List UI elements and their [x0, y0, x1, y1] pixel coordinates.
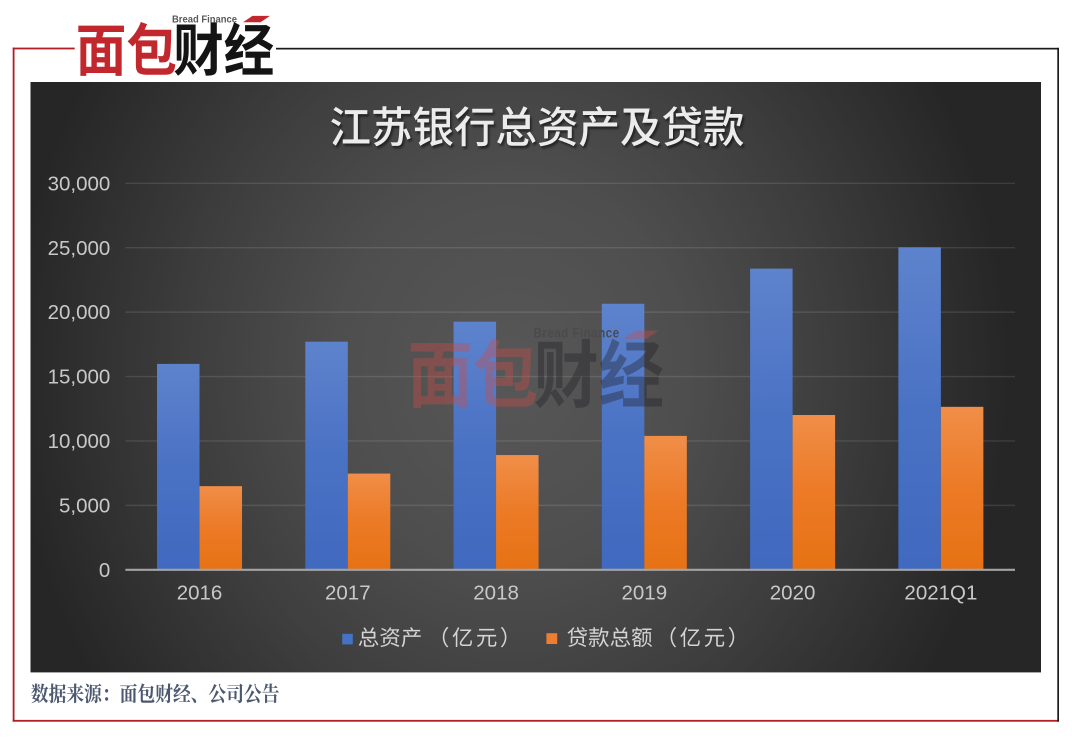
svg-text:25,000: 25,000 — [48, 237, 111, 260]
svg-text:20,000: 20,000 — [48, 301, 111, 324]
svg-text:2021Q1: 2021Q1 — [904, 582, 977, 605]
svg-text:2019: 2019 — [621, 582, 667, 605]
svg-text:15,000: 15,000 — [48, 366, 111, 389]
svg-text:0: 0 — [99, 559, 110, 582]
svg-text:30,000: 30,000 — [48, 172, 111, 195]
svg-text:Bread Finance: Bread Finance — [172, 14, 237, 26]
svg-text:2020: 2020 — [770, 582, 816, 605]
svg-text:2017: 2017 — [325, 582, 371, 605]
svg-text:Bread Finance: Bread Finance — [534, 326, 620, 341]
svg-text:2016: 2016 — [177, 582, 223, 605]
svg-text:5,000: 5,000 — [59, 495, 110, 518]
svg-text:2018: 2018 — [473, 582, 519, 605]
svg-text:10,000: 10,000 — [48, 430, 111, 453]
